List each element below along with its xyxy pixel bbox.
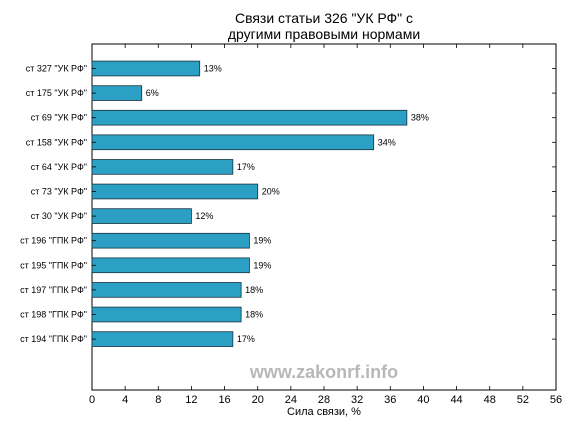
x-tick-label-0: 0 <box>89 394 95 406</box>
category-label-7: ст 196 "ГПК РФ" <box>20 236 87 246</box>
value-label-5: 20% <box>262 187 280 197</box>
category-label-0: ст 327 "УК РФ" <box>26 64 87 74</box>
value-label-2: 38% <box>411 113 429 123</box>
bar-9 <box>91 282 242 298</box>
x-tick-label-1: 4 <box>122 394 128 406</box>
value-label-4: 17% <box>237 162 255 172</box>
watermark: www.zakonrf.info <box>249 362 398 382</box>
category-label-3: ст 158 "УК РФ" <box>26 137 87 147</box>
bar-2 <box>91 109 408 126</box>
x-tick-label-10: 40 <box>417 394 429 406</box>
bar-7 <box>91 232 250 249</box>
x-tick-label-5: 20 <box>252 394 264 406</box>
x-tick-label-2: 8 <box>155 394 161 406</box>
value-label-0: 13% <box>204 64 222 74</box>
value-label-3: 34% <box>378 137 396 147</box>
x-tick-label-12: 48 <box>484 394 496 406</box>
bar-6 <box>91 208 192 224</box>
axis-ticks <box>91 44 557 390</box>
x-tick-label-7: 28 <box>318 394 330 406</box>
value-label-6: 12% <box>195 211 213 221</box>
category-label-8: ст 195 "ГПК РФ" <box>20 260 87 270</box>
bars <box>91 60 408 347</box>
chart-title: Связи статьи 326 "УК РФ" с другими право… <box>228 10 420 42</box>
x-tick-label-8: 32 <box>351 394 363 406</box>
x-tick-label-9: 36 <box>384 394 396 406</box>
value-label-7: 19% <box>253 236 271 246</box>
bar-8 <box>91 257 250 274</box>
category-label-11: ст 194 "ГПК РФ" <box>20 334 87 344</box>
category-label-4: ст 64 "УК РФ" <box>31 162 87 172</box>
category-labels: ст 327 "УК РФ" ст 175 "УК РФ" ст 69 "УК РФ… <box>20 64 87 345</box>
x-tick-label-3: 12 <box>185 394 197 406</box>
chart-title-line-2: другими правовыми нормами <box>228 26 420 42</box>
value-label-1: 6% <box>146 88 159 98</box>
x-tick-label-13: 52 <box>517 394 529 406</box>
bar-3 <box>91 134 375 151</box>
bar-1 <box>91 85 143 101</box>
value-labels: 13% 6% 38% 34% 17% 20% 12% 19% 19% 18% 18% 17% <box>146 64 429 345</box>
x-tick-label-4: 16 <box>218 394 230 406</box>
bar-4 <box>91 159 234 175</box>
x-tick-label-6: 24 <box>285 394 297 406</box>
chart-title-line-1: Связи статьи 326 "УК РФ" с <box>235 10 413 26</box>
bar-11 <box>91 331 234 347</box>
category-label-9: ст 197 "ГПК РФ" <box>20 285 87 295</box>
x-tick-label-11: 44 <box>450 394 462 406</box>
category-label-2: ст 69 "УК РФ" <box>31 113 87 123</box>
x-axis-title: Сила связи, % <box>287 406 361 418</box>
category-label-1: ст 175 "УК РФ" <box>26 88 87 98</box>
category-label-6: ст 30 "УК РФ" <box>31 211 87 221</box>
category-label-10: ст 198 "ГПК РФ" <box>20 310 87 320</box>
bar-0 <box>91 60 201 77</box>
value-label-8: 19% <box>253 260 271 270</box>
category-label-5: ст 73 "УК РФ" <box>31 187 87 197</box>
value-label-10: 18% <box>245 310 263 320</box>
x-tick-labels: 0 4 8 12 16 20 24 28 32 36 40 44 48 52 56 <box>89 394 562 406</box>
x-tick-label-14: 56 <box>550 394 562 406</box>
value-label-9: 18% <box>245 285 263 295</box>
bar-10 <box>91 306 242 323</box>
bar-5 <box>91 183 259 200</box>
value-label-11: 17% <box>237 334 255 344</box>
